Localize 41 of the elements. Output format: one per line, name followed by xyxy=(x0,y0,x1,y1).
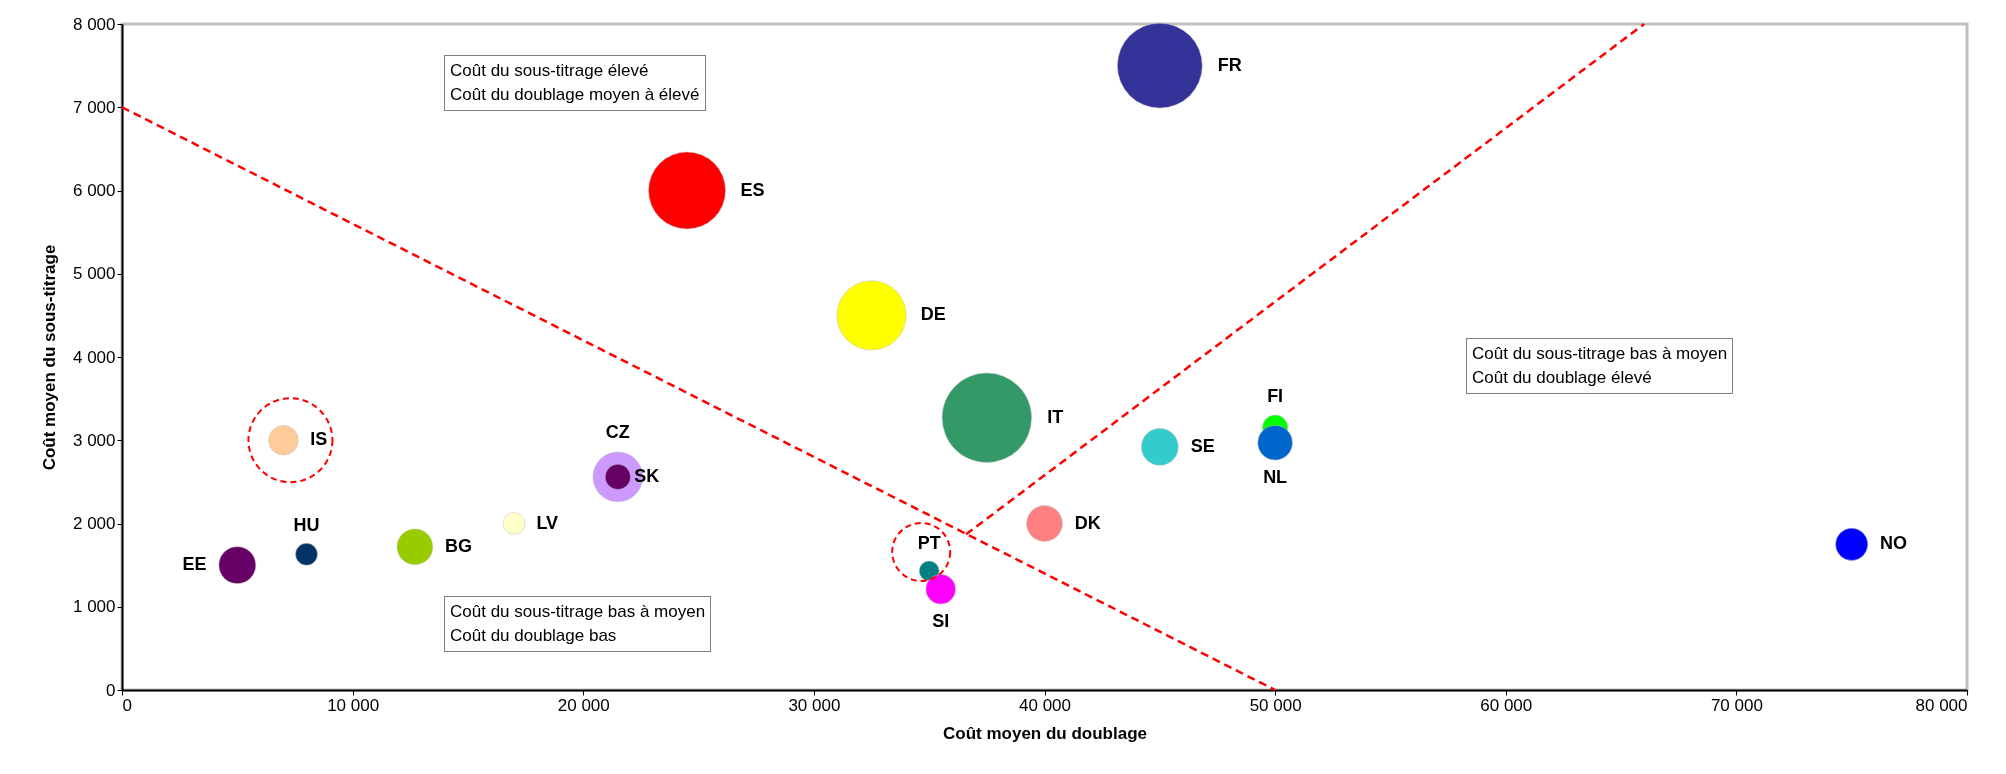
series-label: SE xyxy=(1190,435,1215,456)
y-axis-title: Coût moyen du sous-titrage xyxy=(39,244,59,471)
series-label: FI xyxy=(1267,386,1284,407)
y-tick-label: 7 000 xyxy=(72,97,116,117)
x-tick-label: 30 000 xyxy=(788,695,841,715)
y-tick-label: 5 000 xyxy=(72,264,116,284)
y-tick-label: 3 000 xyxy=(72,430,116,450)
y-tick-label: 1 000 xyxy=(72,597,116,617)
series-label: PT xyxy=(917,532,941,553)
series-label: CZ xyxy=(605,421,630,442)
x-tick-label: 10 000 xyxy=(327,695,380,715)
annotation: Coût du sous-titrage élevé Coût du doublage moyen à élevé xyxy=(444,55,706,111)
x-tick-label: 60 000 xyxy=(1480,695,1533,715)
series-label: ES xyxy=(740,179,765,200)
series-label: SI xyxy=(932,611,950,632)
y-tick-label: 8 000 xyxy=(72,14,116,34)
series-label: IT xyxy=(1047,406,1064,427)
y-tick-label: 4 000 xyxy=(72,347,116,367)
x-tick-label: 40 000 xyxy=(1019,695,1071,715)
series-label: SK xyxy=(634,465,660,486)
x-tick-label: 20 000 xyxy=(557,695,610,715)
series-label: NL xyxy=(1263,467,1288,488)
y-tick-label: 6 000 xyxy=(72,181,116,200)
series-label: HU xyxy=(293,514,320,535)
x-tick-label: 0 xyxy=(122,695,132,715)
x-tick-label: 80 000 xyxy=(1915,695,1968,715)
series-label: DK xyxy=(1074,512,1101,533)
series-label: LV xyxy=(536,512,559,533)
annotation: Coût du sous-titrage bas à moyen Coût du doublage élevé xyxy=(1466,338,1734,394)
series-label: EE xyxy=(182,554,207,575)
series-label: BG xyxy=(445,535,473,556)
annotation: Coût du sous-titrage bas à moyen Coût du doublage bas xyxy=(444,596,712,652)
series-label: FR xyxy=(1217,54,1242,75)
series-label: DE xyxy=(920,304,946,325)
y-tick-label: 0 xyxy=(106,680,116,700)
x-tick-label: 70 000 xyxy=(1710,695,1763,715)
series-label: IS xyxy=(310,429,328,450)
series-label: NO xyxy=(1879,533,1907,554)
x-axis-title: Coût moyen du doublage xyxy=(943,723,1147,743)
y-tick-label: 2 000 xyxy=(72,514,116,533)
x-tick-label: 50 000 xyxy=(1249,695,1302,715)
